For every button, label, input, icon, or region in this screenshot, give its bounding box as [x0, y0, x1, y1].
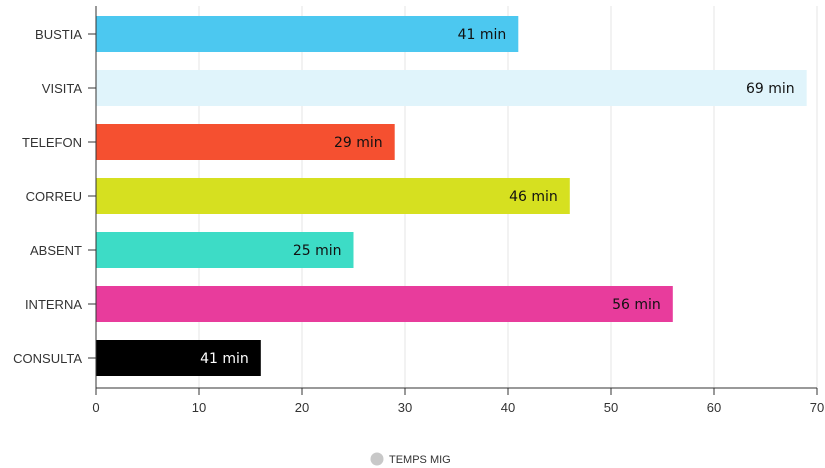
- bar-bustia: [96, 16, 519, 52]
- x-tick-label: 70: [810, 400, 824, 415]
- bar-correu: [96, 178, 570, 214]
- x-tick-label: 60: [707, 400, 721, 415]
- legend-label: TEMPS MIG: [389, 454, 451, 466]
- bar-absent: [96, 232, 354, 268]
- category-label-absent: ABSENT: [30, 243, 82, 258]
- data-label-interna: 56 min: [612, 297, 661, 313]
- bar-telefon: [96, 124, 395, 160]
- x-tick-label: 20: [295, 400, 309, 415]
- x-tick-label: 0: [92, 400, 99, 415]
- x-tick-label: 10: [192, 400, 206, 415]
- data-label-bustia: 41 min: [458, 27, 507, 43]
- x-tick-label: 50: [604, 400, 618, 415]
- data-label-correu: 46 min: [509, 189, 558, 205]
- bar-interna: [96, 286, 673, 322]
- x-tick-label: 30: [398, 400, 412, 415]
- category-label-correu: CORREU: [26, 189, 82, 204]
- data-label-telefon: 29 min: [334, 135, 383, 151]
- bar-consulta: [96, 340, 261, 376]
- data-label-visita: 69 min: [746, 81, 795, 97]
- category-label-visita: VISITA: [42, 81, 83, 96]
- data-label-consulta: 41 min: [200, 351, 249, 367]
- x-tick-label: 40: [501, 400, 515, 415]
- data-label-absent: 25 min: [293, 243, 342, 259]
- category-label-interna: INTERNA: [25, 297, 82, 312]
- category-label-telefon: TELEFON: [22, 135, 82, 150]
- bar-visita: [96, 70, 807, 106]
- legend-marker: [370, 452, 384, 466]
- category-label-bustia: BUSTIA: [35, 27, 82, 42]
- category-label-consulta: CONSULTA: [13, 351, 82, 366]
